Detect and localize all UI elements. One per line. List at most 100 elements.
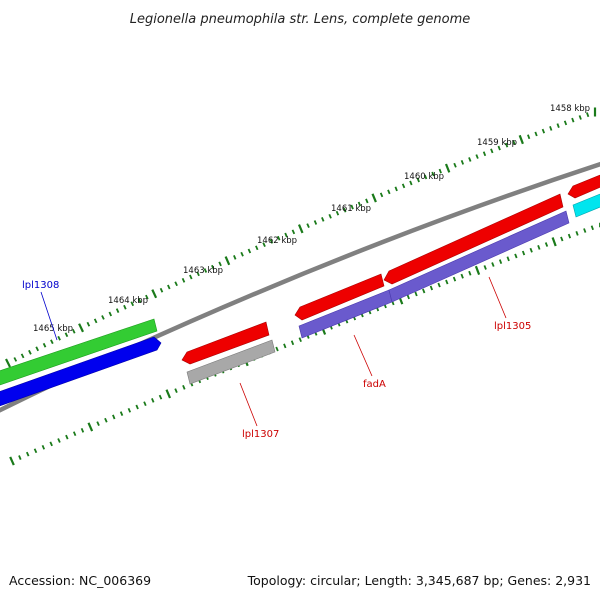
product-lpl1305-bar[interactable] <box>388 210 570 303</box>
inner-tick <box>498 259 503 265</box>
outer-tick <box>357 201 362 207</box>
outer-tick <box>277 235 281 241</box>
inner-tick <box>112 414 116 420</box>
gene-edge-red-arrow[interactable] <box>567 171 600 199</box>
gene-fada-arrow[interactable] <box>294 273 385 321</box>
outer-tick <box>115 308 120 313</box>
outer-tick <box>365 198 369 204</box>
outer-tick <box>57 335 61 341</box>
outer-tick <box>101 315 105 320</box>
inner-tick <box>80 427 85 433</box>
outer-tick <box>371 193 377 203</box>
outer-tick <box>211 264 215 270</box>
outer-tick <box>350 204 354 210</box>
gene-label-lpl1308[interactable]: lpl1308 <box>22 280 59 291</box>
inner-tick <box>406 294 410 300</box>
outer-tick <box>490 148 494 154</box>
inner-tick <box>49 441 53 447</box>
inner-tick <box>298 337 302 343</box>
label-leader-lpl1305 <box>488 276 507 319</box>
label-leader-lpl1308 <box>40 291 58 341</box>
inner-tick <box>537 244 541 250</box>
label-leader-lpl1307 <box>239 382 258 427</box>
gene-lpl1307-arrow[interactable] <box>181 321 270 365</box>
inner-tick <box>460 273 464 279</box>
inner-tick <box>521 250 526 256</box>
inner-tick <box>452 276 457 282</box>
outer-tick <box>86 321 91 327</box>
inner-tick <box>174 388 178 393</box>
outer-tick <box>541 128 546 134</box>
outer-tick <box>578 115 582 120</box>
product-lpl1308-bar[interactable] <box>0 336 162 408</box>
outer-tick <box>269 239 274 244</box>
reverse-strand-features <box>0 190 600 408</box>
outer-tick <box>306 223 310 228</box>
outer-tick <box>343 207 347 213</box>
inner-tick <box>9 456 15 466</box>
outer-tick <box>335 210 340 216</box>
accession-text: Accession: NC_006369 <box>9 573 151 588</box>
outer-tick <box>181 277 186 283</box>
outer-tick <box>224 256 231 266</box>
genome-summary-text: Topology: circular; Length: 3,345,687 bp… <box>247 573 591 588</box>
outer-tick <box>196 271 200 277</box>
kbp-label-1461: 1461 kbp <box>331 204 371 214</box>
inner-tick <box>560 236 564 242</box>
inner-tick <box>567 233 572 239</box>
outer-tick <box>233 255 237 260</box>
outer-tick <box>174 281 178 287</box>
inner-tick <box>275 346 279 352</box>
gene-lpl1305-arrow[interactable] <box>383 193 564 285</box>
inner-tick <box>182 384 186 390</box>
inner-tick <box>104 417 108 423</box>
product-lpl1307-bar[interactable] <box>186 339 276 385</box>
inner-tick <box>57 438 61 443</box>
forward-strand-features <box>0 171 600 387</box>
outer-tick <box>189 274 193 280</box>
inner-tick <box>468 270 472 276</box>
inner-tick <box>72 431 77 437</box>
product-edge-cyan-bar[interactable] <box>572 190 600 218</box>
inner-tick <box>583 228 587 233</box>
outer-tick <box>284 232 288 238</box>
outer-tick <box>42 342 47 348</box>
gene-label-fada[interactable]: fadA <box>363 379 386 390</box>
inner-tick <box>575 230 579 236</box>
kbp-label-1458: 1458 kbp <box>550 104 590 114</box>
inner-tick <box>290 340 295 346</box>
inner-tick <box>491 262 495 267</box>
gene-lpl1308-arrow[interactable] <box>0 318 158 387</box>
outer-tick <box>416 177 420 183</box>
outer-tick <box>123 304 127 310</box>
outer-tick <box>527 134 531 140</box>
inner-tick <box>283 343 287 349</box>
outer-tick <box>64 332 69 338</box>
genome-backbone <box>0 161 600 413</box>
outer-tick <box>586 112 590 118</box>
kbp-label-1460: 1460 kbp <box>404 172 444 182</box>
outer-tick <box>321 217 325 222</box>
inner-tick <box>87 422 94 432</box>
gene-label-lpl1307[interactable]: lpl1307 <box>242 429 279 440</box>
inner-tick <box>33 448 38 454</box>
outer-tick <box>534 131 538 137</box>
inner-tick <box>429 285 434 291</box>
kbp-label-1462: 1462 kbp <box>257 236 297 246</box>
outer-tick <box>5 358 11 368</box>
outer-tick <box>549 125 553 131</box>
outer-tick <box>468 157 472 162</box>
gene-label-lpl1305[interactable]: lpl1305 <box>494 321 531 332</box>
inner-tick <box>41 444 46 450</box>
inner-tick <box>474 265 481 275</box>
outer-tick <box>159 287 164 293</box>
inner-tick <box>151 398 155 403</box>
inner-tick <box>514 253 518 259</box>
inner-tick <box>544 242 549 247</box>
outer-tick <box>93 318 98 324</box>
label-leader-fada <box>353 334 373 377</box>
outer-tick <box>20 353 25 359</box>
inner-tick <box>65 434 69 440</box>
